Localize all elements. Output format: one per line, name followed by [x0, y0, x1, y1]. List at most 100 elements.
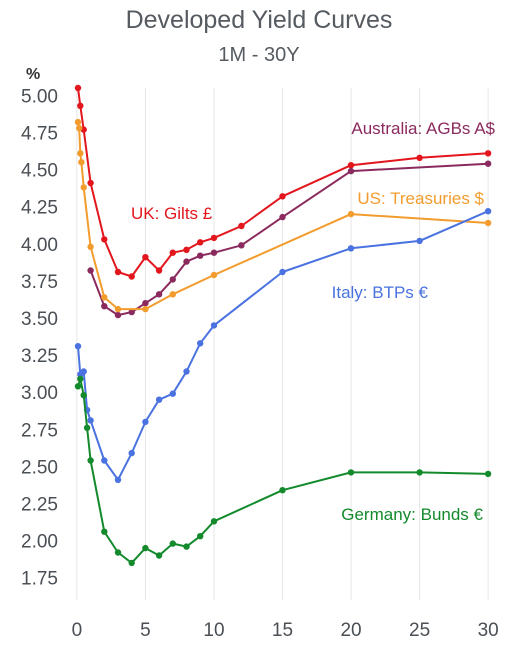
data-point-us-treasuries	[74, 118, 82, 126]
data-point-australia-agbs	[238, 242, 245, 249]
data-point-italy-btps	[155, 396, 163, 403]
y-tick-label: 4.50	[21, 161, 58, 182]
data-point-uk-gilts	[416, 154, 423, 161]
series-australia-agbs	[87, 160, 492, 319]
data-point-italy-btps	[142, 418, 149, 426]
chart-subtitle: 1M - 30Y	[218, 44, 300, 66]
data-point-australia-agbs	[279, 213, 286, 221]
y-tick-label: 3.00	[21, 383, 58, 404]
data-point-germany-bunds	[279, 487, 286, 494]
y-tick-label: 4.75	[21, 124, 58, 145]
data-point-italy-btps	[183, 368, 190, 375]
data-point-us-treasuries	[142, 305, 149, 313]
x-tick-label: 30	[478, 620, 499, 641]
series-line-uk-gilts	[77, 87, 489, 278]
data-point-us-treasuries	[77, 150, 84, 157]
y-tick-label: 3.50	[21, 309, 58, 330]
data-point-australia-agbs	[114, 311, 122, 319]
y-axis-label: %	[26, 66, 40, 83]
data-point-us-treasuries	[169, 291, 176, 298]
y-tick-label: 1.75	[21, 569, 58, 590]
series-line-australia-agbs	[89, 162, 489, 317]
data-point-germany-bunds	[416, 469, 423, 476]
x-tick-label: 5	[140, 620, 151, 641]
data-point-us-treasuries	[114, 305, 122, 313]
data-point-italy-btps	[101, 457, 108, 464]
series-line-italy-btps	[77, 210, 489, 481]
data-point-germany-bunds	[87, 457, 94, 464]
data-point-italy-btps	[87, 417, 94, 424]
x-tick-label: 15	[272, 620, 293, 641]
data-point-us-treasuries	[210, 271, 218, 279]
chart-title: Developed Yield Curves	[125, 6, 393, 34]
data-point-germany-bunds	[80, 392, 87, 399]
y-tick-label: 2.50	[21, 457, 58, 478]
data-point-uk-gilts	[77, 102, 84, 110]
series-label-germany-bunds: Germany: Bunds €	[341, 505, 483, 524]
data-point-australia-agbs	[155, 291, 163, 298]
data-point-germany-bunds	[114, 549, 122, 556]
data-point-italy-btps	[128, 449, 135, 457]
series-label-uk-gilts: UK: Gilts £	[131, 204, 213, 223]
data-point-germany-bunds	[169, 540, 176, 547]
series-germany-bunds	[74, 375, 492, 567]
data-point-italy-btps	[114, 476, 122, 483]
data-point-australia-agbs	[128, 308, 135, 316]
data-point-uk-gilts	[238, 222, 245, 230]
series-italy-btps	[74, 208, 492, 483]
data-point-uk-gilts	[279, 193, 286, 200]
data-point-germany-bunds	[155, 552, 163, 559]
data-point-us-treasuries	[101, 294, 108, 301]
data-point-uk-gilts	[155, 267, 163, 274]
data-point-uk-gilts	[101, 236, 108, 243]
x-axis: 0 5 10 15 20 25 30	[72, 620, 499, 641]
data-point-us-treasuries	[76, 124, 83, 132]
y-tick-label: 2.75	[21, 420, 58, 441]
data-point-italy-btps	[197, 340, 204, 347]
data-point-uk-gilts	[142, 254, 149, 261]
data-point-italy-btps	[279, 268, 286, 276]
data-point-us-treasuries	[78, 159, 85, 166]
data-point-germany-bunds	[197, 533, 204, 540]
y-tick-label: 5.00	[21, 86, 58, 107]
data-point-uk-gilts	[484, 150, 492, 157]
data-point-italy-btps	[416, 237, 423, 245]
data-point-australia-agbs	[484, 160, 492, 167]
y-axis: 1.75 2.00 2.25 2.50 2.75 3.00 3.25 3.50 3.75 4.00…	[21, 86, 58, 589]
data-point-germany-bunds	[74, 383, 82, 390]
data-point-australia-agbs	[142, 300, 149, 307]
data-point-australia-agbs	[210, 249, 218, 256]
series-labels: UK: Gilts £ Australia: AGBs A$ US: Treasur…	[131, 119, 496, 524]
data-point-italy-btps	[347, 245, 355, 252]
series-label-australia-agbs: Australia: AGBs A$	[351, 119, 495, 138]
data-point-germany-bunds	[347, 469, 355, 476]
data-point-germany-bunds	[183, 543, 190, 550]
data-point-us-treasuries	[484, 219, 492, 227]
data-point-uk-gilts	[183, 246, 190, 253]
y-tick-label: 2.25	[21, 495, 58, 516]
y-tick-label: 3.75	[21, 272, 58, 293]
data-point-italy-btps	[210, 322, 218, 329]
data-point-uk-gilts	[128, 273, 135, 280]
y-tick-label: 4.25	[21, 198, 58, 219]
data-point-germany-bunds	[142, 544, 149, 552]
data-point-australia-agbs	[183, 258, 190, 265]
x-tick-label: 20	[340, 620, 361, 641]
y-tick-label: 4.00	[21, 235, 58, 256]
data-point-germany-bunds	[484, 470, 492, 478]
data-point-us-treasuries	[87, 243, 94, 250]
data-point-uk-gilts	[169, 249, 176, 256]
data-point-australia-agbs	[197, 252, 204, 259]
data-point-italy-btps	[169, 390, 176, 397]
data-point-us-treasuries	[80, 184, 87, 191]
x-tick-label: 10	[203, 620, 224, 641]
data-point-uk-gilts	[197, 239, 204, 246]
data-point-italy-btps	[484, 208, 492, 215]
data-point-germany-bunds	[101, 528, 108, 535]
data-point-italy-btps	[74, 343, 82, 350]
data-point-uk-gilts	[87, 179, 94, 187]
x-tick-label: 0	[72, 620, 83, 641]
x-tick-label: 25	[409, 620, 430, 641]
data-point-germany-bunds	[210, 518, 218, 525]
